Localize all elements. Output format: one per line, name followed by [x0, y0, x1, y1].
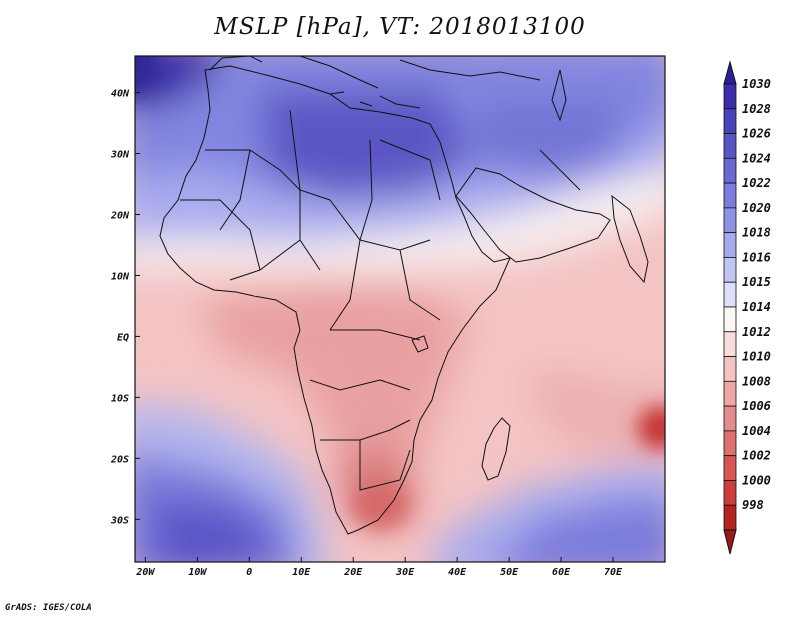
colorbar-label: 1000: [742, 473, 771, 487]
map-title: MSLP [hPa], VT: 2018013100: [214, 14, 586, 40]
colorbar-label: 1030: [742, 77, 771, 91]
x-tick-label: 20W: [135, 567, 155, 578]
colorbar-label: 1018: [742, 226, 771, 240]
colorbar-label: 1008: [742, 374, 771, 388]
colorbar-label: 1028: [742, 102, 771, 116]
colorbar-label: 1014: [742, 300, 771, 314]
colorbar-swatch: [723, 257, 737, 283]
x-tick-label: 60E: [552, 567, 571, 578]
x-tick-label: 70E: [604, 567, 623, 578]
pressure-field: [135, 56, 665, 562]
colorbar-swatch: [723, 83, 737, 110]
colorbar-label: 1022: [742, 176, 771, 190]
colorbar-label: 1024: [742, 151, 771, 165]
colorbar-swatch: [723, 281, 737, 308]
colorbar-swatch: [723, 380, 737, 407]
colorbar-swatch: [723, 504, 737, 531]
colorbar-swatch: [723, 133, 737, 159]
x-tick-label: 20E: [343, 567, 363, 578]
y-tick-label: 40N: [111, 89, 130, 100]
colorbar: 1030 1028 1026 1024 1022 1020 1018 1016 1015 1014…: [723, 60, 771, 555]
colorbar-label: 998: [742, 498, 764, 512]
x-tick-label: 40E: [448, 567, 467, 578]
colorbar-label: 1015: [742, 275, 771, 289]
y-tick-label: 30N: [110, 150, 130, 161]
colorbar-swatch: [723, 480, 737, 506]
footer-credit: GrADS: IGES/COLA: [5, 603, 92, 613]
colorbar-swatch: [723, 430, 737, 457]
y-tick-label: EQ: [117, 332, 129, 343]
x-tick-label: 30E: [395, 567, 415, 578]
colorbar-swatch: [723, 232, 737, 258]
y-tick-label: 20N: [110, 211, 130, 222]
colorbar-label: 1002: [742, 449, 771, 463]
x-tick-label: 10W: [188, 567, 207, 578]
colorbar-label: 1006: [742, 399, 771, 413]
colorbar-label: 1012: [742, 325, 771, 339]
colorbar-label: 1020: [742, 201, 771, 215]
x-tick-label: 50E: [500, 567, 519, 578]
y-tick-label: 20S: [110, 454, 129, 465]
coastlines: [159, 56, 649, 535]
x-tick-label: 10E: [292, 567, 311, 578]
y-axis: 40N 30N 20N 10N EQ 10S 20S 30S: [110, 89, 140, 526]
x-axis: 20W 10W 0 10E 20E 30E 40E 50E 60E 70E: [135, 557, 623, 578]
colorbar-label: 1004: [742, 424, 771, 438]
colorbar-label: 1010: [742, 350, 771, 364]
plot-frame: [134, 55, 666, 563]
colorbar-swatch: [723, 108, 737, 134]
colorbar-swatch: [723, 356, 737, 382]
colorbar-label: 1026: [742, 127, 771, 141]
y-tick-label: 30S: [110, 515, 129, 526]
colorbar-swatch: [723, 182, 737, 209]
colorbar-swatch: [723, 455, 737, 481]
colorbar-max-arrow-icon: [723, 60, 737, 85]
colorbar-swatch: [723, 331, 737, 357]
colorbar-label: 1016: [742, 250, 771, 264]
y-tick-label: 10N: [111, 271, 130, 282]
colorbar-swatch: [723, 306, 737, 333]
y-tick-label: 10S: [111, 393, 129, 404]
colorbar-swatch: [723, 207, 737, 234]
colorbar-min-arrow-icon: [723, 529, 737, 555]
colorbar-swatch: [723, 157, 737, 184]
colorbar-swatch: [723, 405, 737, 432]
x-tick-label: 0: [246, 567, 252, 578]
